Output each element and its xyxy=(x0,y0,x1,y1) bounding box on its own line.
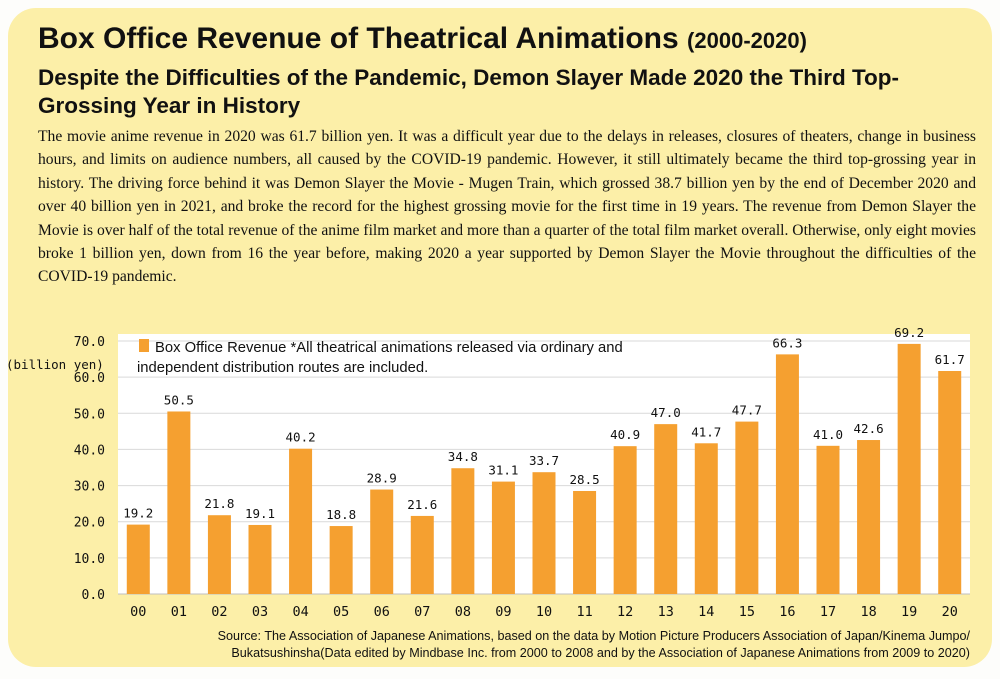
title-main: Box Office Revenue of Theatrical Animati… xyxy=(38,22,679,55)
page-subtitle: Despite the Difficulties of the Pandemic… xyxy=(38,65,900,118)
source-line-2: Bukatsushinsha(Data edited by Mindbase I… xyxy=(231,646,970,660)
page-title: Box Office Revenue of Theatrical Animati… xyxy=(38,22,807,56)
description-paragraph: The movie anime revenue in 2020 was 61.7… xyxy=(38,128,976,286)
source-note: Source: The Association of Japanese Anim… xyxy=(80,628,970,662)
source-line-1: Source: The Association of Japanese Anim… xyxy=(217,629,970,643)
title-years: (2000-2020) xyxy=(687,28,807,53)
